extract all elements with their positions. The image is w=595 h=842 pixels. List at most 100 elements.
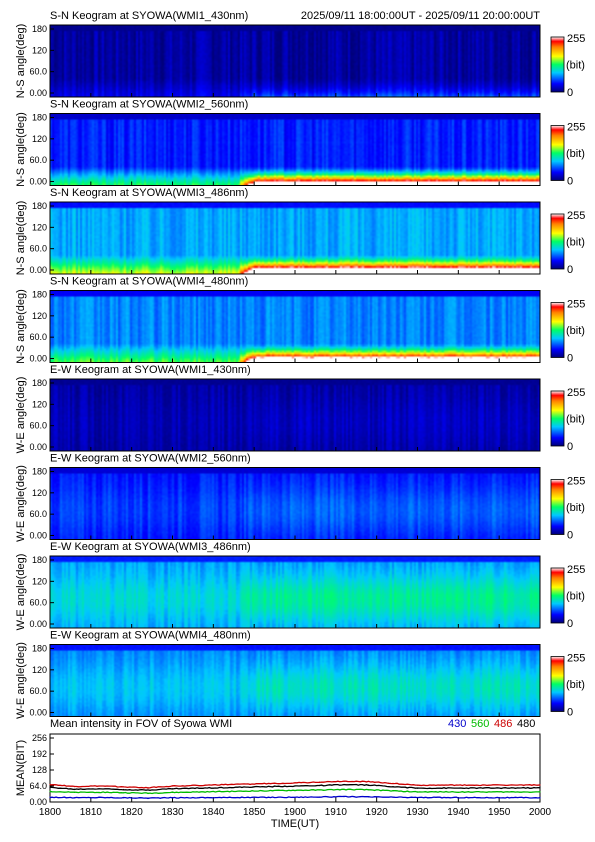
- data-point-430: [416, 796, 419, 799]
- data-point-480: [539, 787, 541, 789]
- data-point-430: [539, 797, 541, 799]
- keogram-panel: E-W Keogram at SYOWA(WMI2_560nm)180 120 60…: [15, 453, 585, 542]
- data-point-560: [318, 789, 321, 791]
- data-point-560: [147, 792, 149, 794]
- data-point-560: [73, 791, 76, 794]
- data-point-560: [367, 789, 370, 791]
- data-point-480: [49, 786, 51, 788]
- colorbar-unit: (bit): [566, 237, 585, 249]
- keogram-title: S-N Keogram at SYOWA(WMI1_430nm): [50, 10, 248, 22]
- y-tick-label: 120: [32, 222, 47, 232]
- y-tick-label: 180: [32, 378, 47, 388]
- y-tick-label: 0.00: [29, 708, 47, 718]
- x-tick-label: 1910: [325, 807, 348, 818]
- colorbar-max: 255: [567, 564, 585, 576]
- data-point-560: [171, 791, 174, 794]
- colorbar-max: 255: [567, 33, 585, 45]
- y-tick-label: 120: [32, 665, 47, 675]
- data-point-430: [98, 796, 100, 799]
- keogram-ylabel: N-S angle(deg): [15, 289, 27, 364]
- data-point-486: [122, 786, 125, 788]
- x-tick-label: 1810: [80, 807, 103, 818]
- y-tick-label: 192: [32, 749, 47, 759]
- y-tick-label: 0.00: [29, 88, 47, 98]
- x-tick-label: 1820: [121, 807, 144, 818]
- data-point-430: [343, 796, 345, 798]
- keogram-heatmap: [50, 202, 540, 274]
- data-point-486: [343, 780, 345, 782]
- y-tick-label: 120: [32, 488, 47, 498]
- data-point-480: [392, 785, 394, 788]
- keogram-title: S-N Keogram at SYOWA(WMI3_486nm): [50, 187, 248, 199]
- y-tick-label: 0.00: [29, 531, 47, 541]
- keogram-heatmap: [50, 290, 540, 363]
- y-tick-label: 60.0: [29, 244, 47, 254]
- keogram-panel: E-W Keogram at SYOWA(WMI1_430nm)180 120 60…: [15, 364, 585, 453]
- keogram-heatmap: [50, 113, 540, 186]
- data-point-430: [294, 796, 296, 798]
- colorbar: [550, 125, 565, 181]
- colorbar-unit: (bit): [566, 60, 585, 72]
- data-point-560: [392, 790, 394, 792]
- colorbar: [550, 36, 565, 93]
- colorbar: [550, 213, 565, 270]
- colorbar-min: 0: [567, 87, 573, 99]
- keogram-panel: S-N Keogram at SYOWA(WMI4_480nm)180 120 60…: [15, 276, 585, 365]
- keogram-title: E-W Keogram at SYOWA(WMI1_430nm): [50, 364, 251, 376]
- colorbar-max: 255: [567, 210, 585, 222]
- mean-intensity-plot: Mean intensity in FOV of Syowa WMI 430 560…: [15, 718, 552, 830]
- data-point-486: [367, 780, 370, 783]
- y-tick-label: 60.0: [29, 598, 47, 608]
- data-point-430: [49, 796, 51, 798]
- colorbar: [550, 567, 565, 624]
- y-tick-label: 180: [32, 290, 47, 300]
- x-tick-label: 2000: [529, 807, 552, 818]
- colorbar-min: 0: [567, 707, 573, 719]
- y-tick-label: 0.00: [29, 797, 47, 807]
- keogram-title: E-W Keogram at SYOWA(WMI3_486nm): [50, 541, 251, 553]
- x-tick-label: 1940: [447, 807, 470, 818]
- keogram-heatmap: [50, 556, 540, 628]
- y-tick-label: 120: [32, 45, 47, 55]
- y-tick-label: 180: [32, 644, 47, 654]
- colorbar: [550, 656, 565, 712]
- colorbar-max: 255: [567, 122, 585, 134]
- data-point-560: [98, 791, 100, 793]
- x-tick-label: 1840: [202, 807, 225, 818]
- colorbar-unit: (bit): [566, 502, 585, 514]
- mean-title: Mean intensity in FOV of Syowa WMI: [50, 718, 232, 730]
- keogram-ylabel: N-S angle(deg): [15, 112, 27, 187]
- y-tick-label: 60.0: [29, 332, 47, 342]
- colorbar-min: 0: [567, 441, 573, 453]
- keogram-title: E-W Keogram at SYOWA(WMI4_480nm): [50, 630, 251, 642]
- data-point-486: [49, 783, 51, 786]
- y-tick-label: 0.00: [29, 354, 47, 364]
- colorbar-max: 255: [567, 299, 585, 311]
- y-tick-label: 0.00: [29, 265, 47, 275]
- x-tick-label: 1920: [366, 807, 389, 818]
- data-point-480: [294, 785, 296, 787]
- x-tick-label: 1950: [488, 807, 511, 818]
- time-range-header: 2025/09/11 18:00:00UT - 2025/09/11 20:00…: [301, 10, 540, 22]
- data-point-486: [392, 782, 394, 785]
- data-point-560: [294, 789, 296, 791]
- y-tick-label: 180: [32, 555, 47, 565]
- colorbar-unit: (bit): [566, 414, 585, 426]
- y-tick-label: 0.00: [29, 177, 47, 187]
- mean-ylabel: MEAN(BIT): [15, 740, 27, 796]
- colorbar: [550, 302, 565, 358]
- y-tick-label: 60.0: [29, 686, 47, 696]
- y-tick-label: 120: [32, 134, 47, 144]
- x-tick-label: 1830: [161, 807, 184, 818]
- x-tick-label: 1900: [284, 807, 307, 818]
- data-point-430: [147, 797, 149, 799]
- data-point-486: [98, 785, 100, 787]
- data-point-486: [73, 785, 76, 788]
- data-point-486: [171, 785, 174, 787]
- y-tick-label: 60.0: [29, 509, 47, 519]
- data-point-480: [318, 784, 321, 787]
- colorbar-min: 0: [567, 530, 573, 542]
- colorbar-min: 0: [567, 618, 573, 630]
- keogram-ylabel: W-E angle(deg): [15, 554, 27, 631]
- keogram-heatmap: [50, 25, 540, 97]
